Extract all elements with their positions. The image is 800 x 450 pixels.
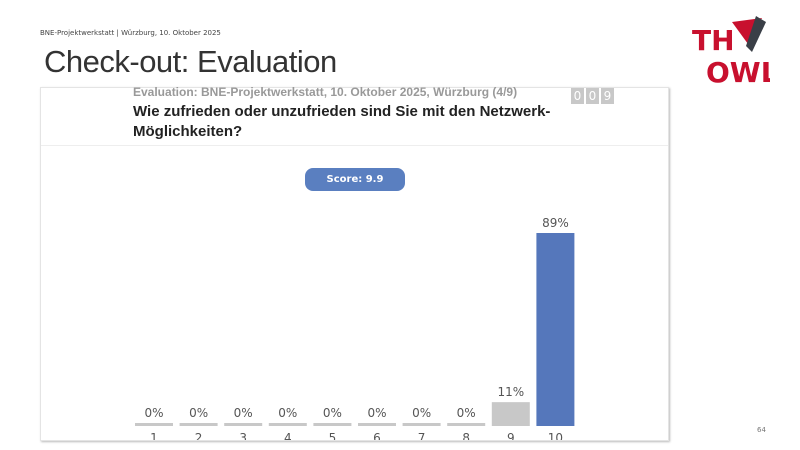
- counter-digit: 9: [601, 88, 614, 104]
- category-label: 4: [284, 431, 292, 440]
- value-label: 89%: [542, 216, 569, 230]
- bar-chart: 0% 1 0% 2 0% 3 0% 4 0% 5 0% 6 0% 7 0% 8 11% 9 89% 10: [135, 216, 575, 440]
- bar-6: [358, 423, 396, 426]
- category-label: 7: [418, 431, 426, 440]
- counter-digit: 0: [586, 88, 599, 104]
- divider: [41, 145, 668, 146]
- bar-10: [536, 233, 575, 426]
- bar-2: [179, 423, 218, 426]
- value-label: 0%: [412, 406, 431, 420]
- bar-4: [268, 423, 307, 426]
- th-owl-logo: TH OWL: [692, 16, 770, 86]
- bar-8: [447, 423, 486, 426]
- svg-text:TH: TH: [692, 24, 735, 57]
- category-label: 10: [548, 431, 563, 440]
- bar-1: [135, 423, 173, 426]
- value-label: 0%: [457, 406, 476, 420]
- category-label: 3: [239, 431, 247, 440]
- category-label: 9: [507, 431, 515, 440]
- value-label: 0%: [367, 406, 386, 420]
- bar-9: [491, 402, 530, 426]
- response-counter: 0 0 9: [571, 88, 614, 104]
- value-label: 11%: [497, 385, 524, 399]
- category-label: 6: [373, 431, 381, 440]
- poll-question: Wie zufrieden oder unzufrieden sind Sie …: [133, 103, 551, 140]
- poll-card: Evaluation: BNE-Projektwerkstatt, 10. Ok…: [40, 85, 669, 441]
- value-label: 0%: [234, 406, 253, 420]
- svg-text:OWL: OWL: [706, 56, 770, 86]
- category-label: 5: [329, 431, 337, 440]
- page-number: 64: [757, 426, 766, 434]
- category-label: 1: [150, 431, 158, 440]
- value-label: 0%: [278, 406, 297, 420]
- value-label: 0%: [144, 406, 163, 420]
- value-label: 0%: [189, 406, 208, 420]
- event-info: BNE-Projektwerkstatt | Würzburg, 10. Okt…: [40, 29, 221, 37]
- page-title: Check-out: Evaluation: [44, 44, 337, 79]
- category-label: 2: [195, 431, 203, 440]
- poll-subtitle: Evaluation: BNE-Projektwerkstatt, 10. Ok…: [133, 85, 518, 99]
- category-label: 8: [462, 431, 470, 440]
- score-badge: Score: 9.9: [305, 168, 405, 191]
- counter-digit: 0: [571, 88, 584, 104]
- value-label: 0%: [323, 406, 342, 420]
- bar-7: [402, 423, 441, 426]
- bar-5: [313, 423, 352, 426]
- bar-3: [224, 423, 263, 426]
